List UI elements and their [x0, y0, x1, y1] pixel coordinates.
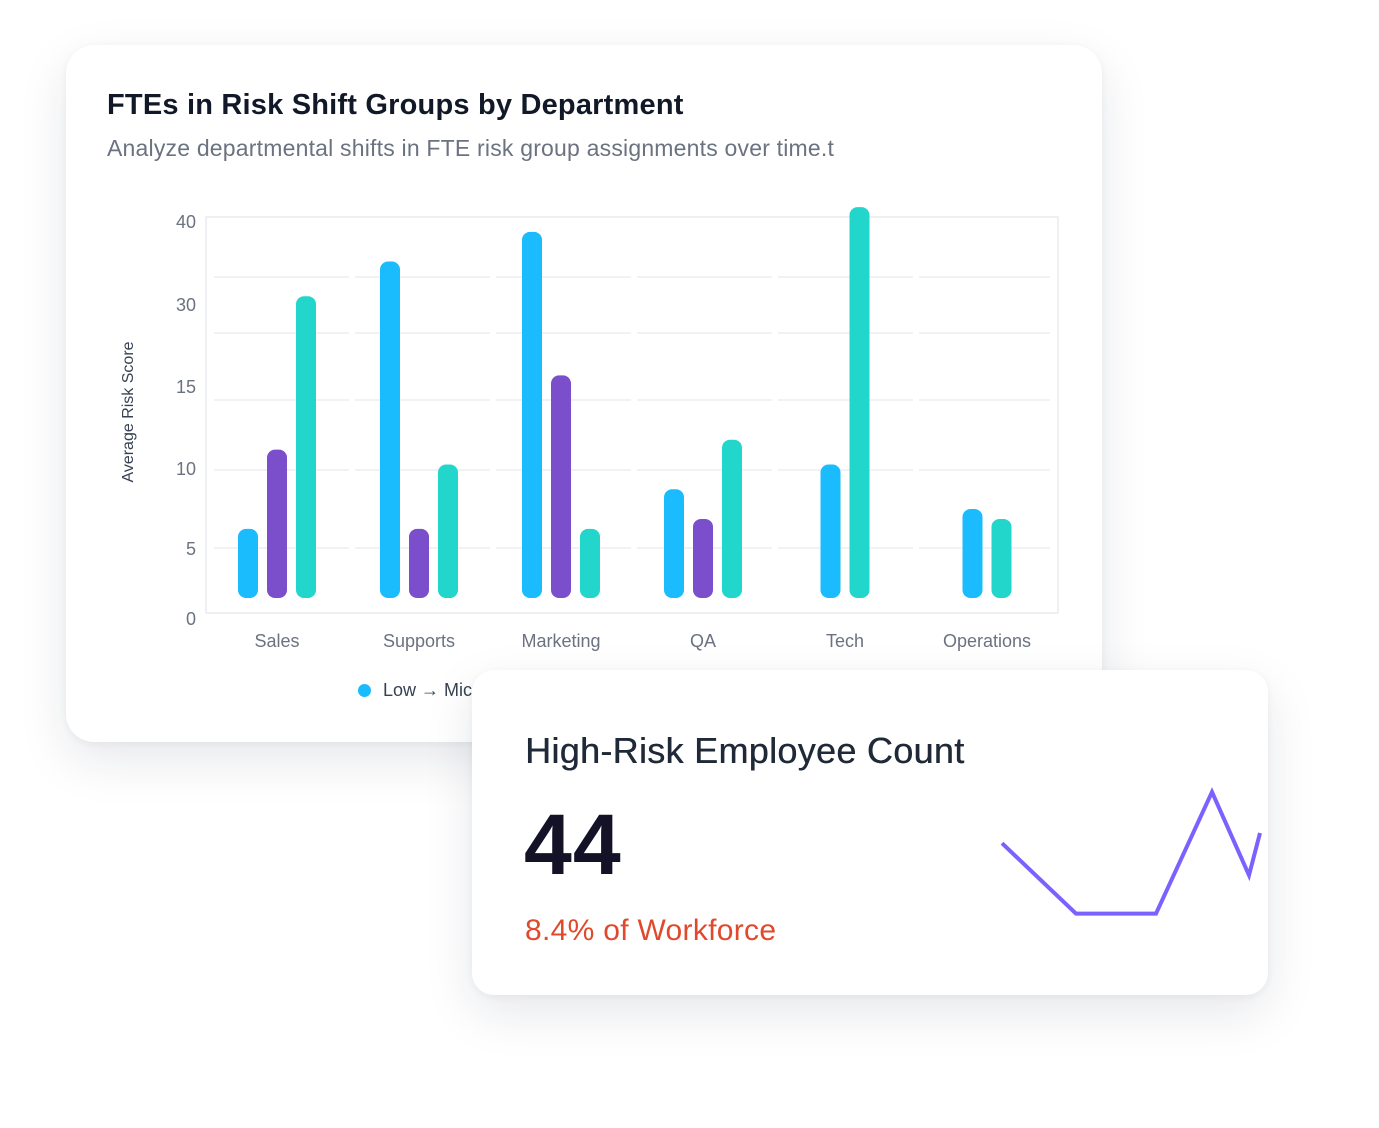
bar-marketing-2 [580, 528, 600, 598]
bar-supports-0 [380, 261, 400, 598]
plot-frame [205, 216, 1059, 614]
bar-qa-2 [722, 439, 742, 598]
metric-value: 44 [524, 797, 622, 893]
bar-operations-0 [962, 509, 983, 598]
x-tick-label: Sales [254, 631, 299, 651]
y-tick-label: 10 [176, 459, 196, 479]
bar-supports-1 [409, 528, 429, 598]
sparkline-line [1000, 787, 1262, 916]
bar-tech-0 [820, 464, 841, 598]
y-tick-label: 15 [176, 377, 196, 397]
y-tick-label: 5 [186, 539, 196, 559]
x-tick-label: Marketing [521, 631, 600, 651]
trend-sparkline [1000, 787, 1262, 916]
x-tick-label: Supports [383, 631, 455, 651]
bar-chart: 0 5 10 15 30 40 Average Risk Score Sales Support… [120, 207, 1059, 651]
high-risk-metric-card: High-Risk Employee Count 44 8.4% of Work… [472, 670, 1268, 995]
y-axis-title: Average Risk Score [120, 341, 137, 482]
y-tick-label: 0 [186, 609, 196, 629]
chart-legend[interactable]: Low → Mic [358, 680, 472, 701]
x-tick-label: Tech [826, 631, 864, 651]
chart-title: FTEs in Risk Shift Groups by Department [107, 89, 684, 121]
bar-supports-2 [438, 464, 458, 598]
bar-qa-1 [693, 518, 713, 598]
bar-marketing-0 [522, 231, 542, 598]
legend-label-low: Low → Mic [383, 680, 473, 700]
y-tick-label: 40 [176, 212, 196, 232]
bar-sales-2 [296, 296, 316, 598]
bar-sales-0 [238, 528, 258, 598]
x-tick-label: Operations [943, 631, 1031, 651]
chart-card: FTEs in Risk Shift Groups by Department … [66, 45, 1102, 742]
chart-subtitle: Analyze departmental shifts in FTE risk … [107, 135, 835, 161]
bar-qa-0 [664, 489, 684, 598]
bar-operations-2 [991, 518, 1012, 598]
legend-swatch-low [358, 684, 371, 697]
bar-marketing-1 [551, 375, 571, 598]
bar-sales-1 [267, 449, 287, 598]
bar-tech-2 [849, 207, 870, 598]
metric-subtext: 8.4% of Workforce [525, 914, 777, 947]
metric-title: High-Risk Employee Count [525, 730, 965, 771]
y-tick-label: 30 [176, 295, 196, 315]
x-tick-label: QA [690, 631, 716, 651]
